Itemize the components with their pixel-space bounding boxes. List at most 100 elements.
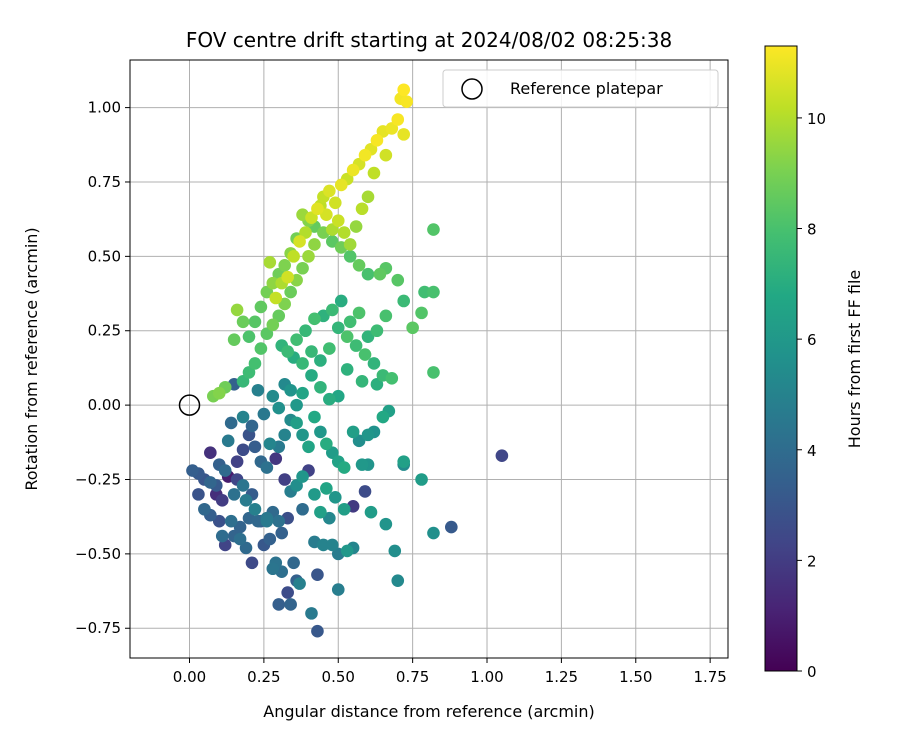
- data-point: [317, 538, 330, 552]
- data-point: [296, 261, 309, 275]
- x-tick-label: 1.75: [693, 668, 726, 686]
- data-point: [311, 202, 324, 216]
- data-point: [340, 544, 354, 558]
- data-point: [296, 502, 309, 516]
- data-point: [290, 479, 303, 492]
- data-point: [406, 321, 419, 335]
- colorbar-ticks: 0 2 4 6 8 10: [797, 110, 826, 681]
- data-point: [331, 214, 345, 227]
- data-point: [323, 511, 336, 525]
- data-point: [334, 178, 348, 192]
- data-point: [323, 392, 336, 406]
- data-point: [352, 434, 366, 448]
- data-point: [320, 437, 333, 451]
- data-point: [367, 166, 381, 180]
- data-point: [257, 407, 271, 421]
- data-point: [290, 416, 303, 430]
- y-tick-label: −0.75: [75, 619, 121, 637]
- data-point: [418, 285, 431, 299]
- plot-frame: [129, 59, 729, 659]
- data-point: [397, 83, 411, 97]
- data-point: [320, 482, 333, 495]
- data-point: [391, 113, 405, 126]
- data-point: [224, 514, 238, 528]
- data-point: [358, 148, 372, 162]
- data-point: [385, 122, 399, 135]
- reference-platepar-marker: [178, 394, 201, 416]
- y-axis-label: Rotation from reference (arcmin): [22, 227, 41, 490]
- x-tick-label: 0.75: [396, 668, 429, 686]
- y-tick-label: 1.00: [88, 99, 121, 117]
- data-point: [314, 505, 327, 519]
- data-point: [296, 470, 309, 483]
- data-point: [361, 428, 375, 442]
- data-point: [427, 366, 440, 379]
- data-point: [352, 258, 366, 272]
- data-point: [272, 309, 286, 323]
- data-point: [326, 223, 339, 236]
- y-tick-label: −0.50: [75, 545, 121, 563]
- data-point: [314, 380, 327, 394]
- data-point: [236, 410, 250, 424]
- data-point: [355, 375, 369, 388]
- data-point: [254, 300, 268, 314]
- data-point: [308, 238, 321, 251]
- data-point: [343, 238, 357, 251]
- legend: Reference platepar: [442, 69, 719, 108]
- data-point: [370, 134, 384, 147]
- data-point: [364, 505, 378, 519]
- data-point: [296, 386, 309, 400]
- data-point: [218, 464, 232, 477]
- data-point: [260, 285, 274, 299]
- data-point: [308, 488, 321, 501]
- data-point: [361, 267, 375, 281]
- data-point: [278, 428, 292, 442]
- colorbar-label: Hours from first FF file: [845, 270, 864, 449]
- data-point: [495, 449, 509, 462]
- x-tick-label: 0.50: [322, 668, 355, 686]
- data-point: [287, 556, 300, 570]
- data-point: [370, 324, 384, 338]
- data-point: [314, 425, 327, 439]
- data-point: [269, 452, 283, 465]
- data-point: [415, 473, 428, 486]
- data-point: [305, 211, 318, 224]
- data-point: [221, 434, 235, 448]
- grid-lines: [130, 60, 728, 658]
- data-point: [379, 309, 393, 323]
- data-point: [293, 235, 306, 248]
- data-point: [299, 324, 312, 338]
- data-point: [388, 544, 402, 558]
- data-point: [331, 321, 345, 335]
- data-point: [326, 235, 339, 248]
- data-point: [367, 357, 381, 370]
- data-point: [296, 428, 309, 442]
- data-point: [272, 514, 286, 528]
- legend-entry-reference-platepar: Reference platepar: [510, 79, 663, 98]
- data-point: [349, 220, 363, 233]
- data-point: [346, 425, 360, 439]
- colorbar-tick-label: 8: [807, 221, 817, 239]
- data-point: [281, 586, 294, 599]
- data-point: [305, 345, 318, 358]
- y-tick-label: 0.75: [88, 173, 121, 191]
- data-point: [239, 494, 253, 507]
- data-point: [236, 315, 250, 329]
- colorbar-tick-label: 4: [807, 442, 817, 460]
- data-point: [260, 461, 274, 474]
- data-point: [242, 366, 256, 379]
- data-point: [427, 526, 440, 540]
- colorbar-tick-label: 10: [807, 110, 826, 128]
- data-point: [340, 330, 354, 343]
- data-point: [302, 250, 315, 263]
- x-axis-label: Angular distance from reference (arcmin): [263, 702, 594, 721]
- data-point: [331, 583, 345, 596]
- data-point: [326, 538, 339, 552]
- data-point: [305, 369, 318, 382]
- data-point: [230, 303, 244, 317]
- data-point: [266, 389, 280, 403]
- data-point: [311, 568, 324, 581]
- data-point: [296, 357, 309, 370]
- data-point: [263, 532, 277, 546]
- data-point: [245, 556, 259, 570]
